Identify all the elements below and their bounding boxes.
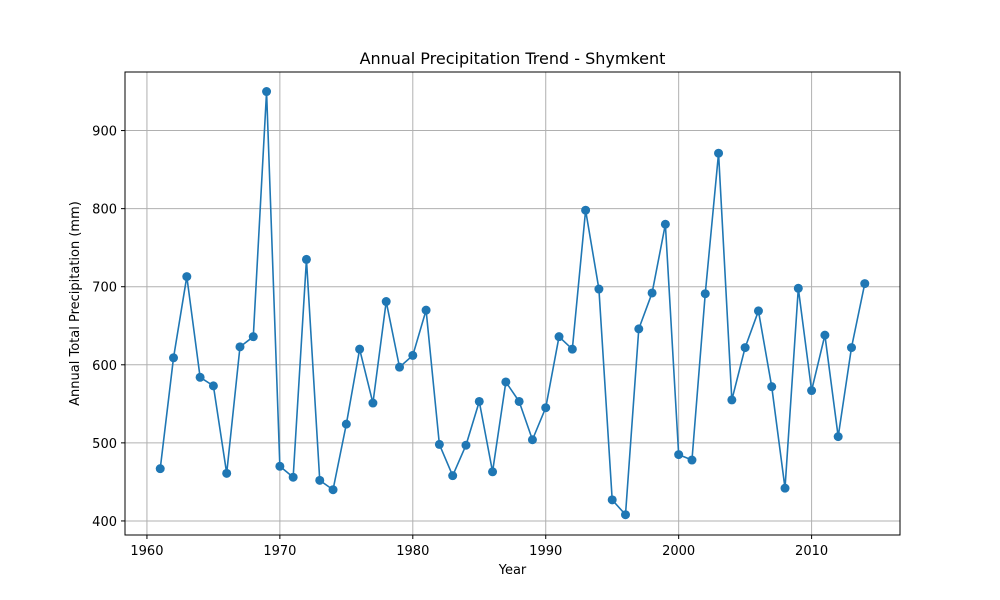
data-point (408, 350, 418, 360)
data-point (235, 342, 245, 352)
data-point (687, 455, 697, 465)
data-point (793, 283, 803, 293)
data-point (780, 483, 790, 493)
data-point (753, 306, 763, 316)
data-point (208, 381, 218, 391)
data-point (355, 344, 365, 354)
data-point (700, 289, 710, 299)
data-point (448, 471, 458, 481)
data-point (767, 382, 777, 392)
data-point (368, 398, 378, 408)
grid (125, 72, 900, 535)
data-point (381, 297, 391, 307)
data-point (395, 362, 405, 372)
data-point (275, 461, 285, 471)
data-point (594, 284, 604, 294)
data-point (182, 272, 192, 282)
data-point (514, 396, 524, 406)
y-tick-label: 700 (92, 281, 117, 296)
data-point (567, 344, 577, 354)
data-point (248, 332, 258, 342)
y-tick-label: 600 (92, 359, 117, 374)
data-point (315, 475, 325, 485)
axis-ticks: 1960 1970 1980 1990 2000 2010 400 500 600 700 800 9… (92, 125, 828, 559)
data-point (740, 343, 750, 353)
y-axis-title: Annual Total Precipitation (mm) (68, 201, 83, 406)
x-tick-label: 1970 (263, 544, 296, 559)
data-point (554, 332, 564, 342)
plot-frame (124, 71, 901, 536)
y-tick-label: 800 (92, 203, 117, 218)
data-point (155, 464, 165, 474)
data-point (714, 148, 724, 158)
data-point (820, 330, 830, 340)
y-tick-label: 400 (92, 515, 117, 530)
data-point (341, 419, 351, 429)
data-point (461, 440, 471, 450)
data-point (833, 432, 843, 442)
data-point (846, 343, 856, 353)
chart-title: Annual Precipitation Trend - Shymkent (360, 49, 666, 68)
data-point (474, 396, 484, 406)
data-point (434, 439, 444, 449)
x-axis-title: Year (498, 563, 527, 578)
data-point (222, 468, 232, 478)
y-tick-label: 500 (92, 437, 117, 452)
data-point (727, 395, 737, 405)
data-point (301, 254, 311, 264)
data-point (501, 377, 511, 387)
data-point (674, 450, 684, 460)
x-tick-label: 1990 (529, 544, 562, 559)
data-point (169, 353, 179, 363)
data-point (660, 219, 670, 229)
data-point (634, 324, 644, 334)
series-layer (155, 87, 870, 520)
data-point (421, 305, 431, 315)
data-point (195, 372, 205, 382)
data-point (607, 495, 617, 505)
data-point (527, 435, 537, 445)
data-point (860, 279, 870, 289)
x-tick-label: 1960 (130, 544, 163, 559)
data-point (328, 485, 338, 495)
x-tick-label: 2000 (662, 544, 695, 559)
data-point (647, 288, 657, 298)
x-tick-label: 1980 (396, 544, 429, 559)
data-point (581, 205, 591, 215)
data-point (488, 467, 498, 477)
data-point (262, 87, 272, 97)
data-point (288, 472, 298, 482)
x-tick-label: 2010 (795, 544, 828, 559)
data-point (541, 403, 551, 413)
data-point (620, 510, 630, 520)
data-point (807, 386, 817, 396)
series-line (159, 90, 866, 516)
y-tick-label: 900 (92, 125, 117, 140)
